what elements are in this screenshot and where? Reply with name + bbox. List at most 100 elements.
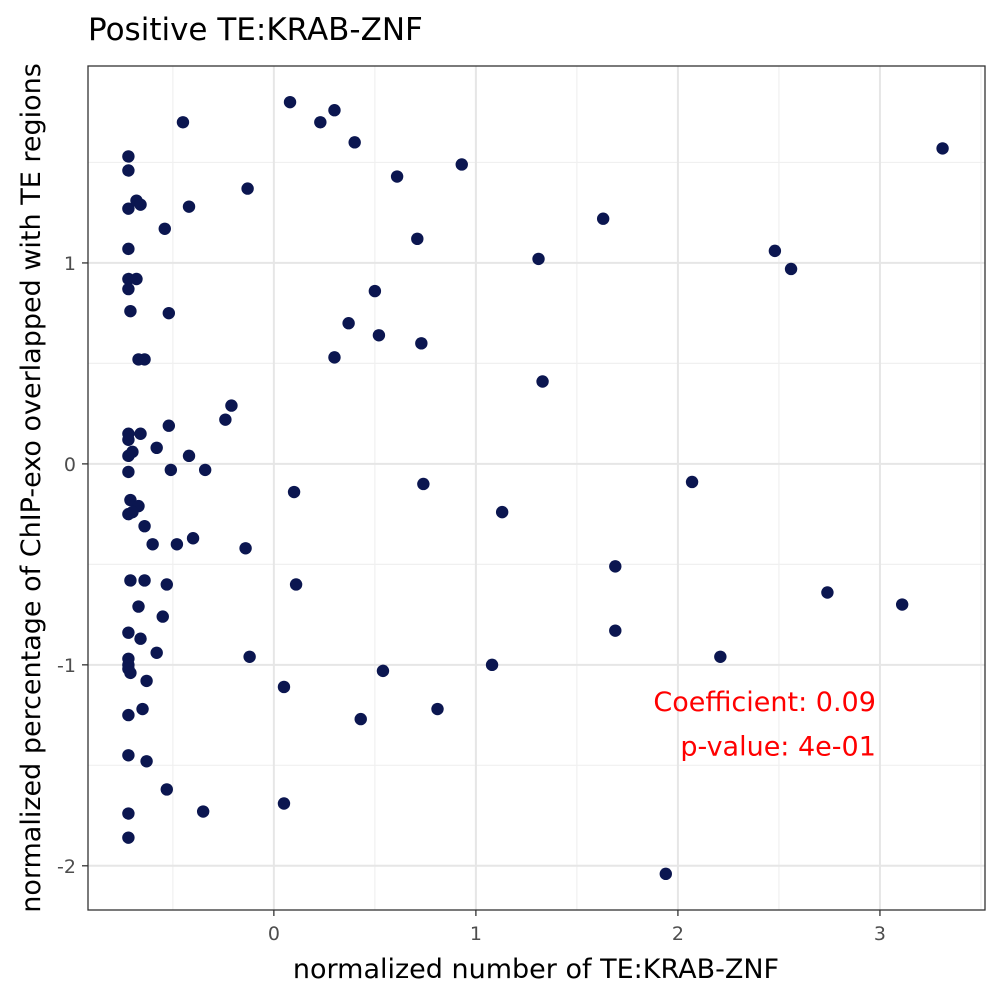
data-point	[431, 702, 444, 716]
minor-gridlines	[88, 66, 985, 910]
data-point	[659, 867, 672, 881]
data-point	[342, 317, 355, 330]
data-point	[158, 222, 171, 235]
data-point	[136, 702, 149, 716]
data-point	[376, 664, 390, 678]
data-point	[368, 284, 382, 298]
x-tick-label: 0	[268, 923, 280, 945]
data-point	[196, 805, 210, 818]
data-point	[936, 142, 949, 155]
data-point	[219, 413, 232, 426]
coefficient-label: Coefficient: 0.09	[653, 687, 876, 718]
data-point	[124, 666, 137, 680]
data-point	[198, 463, 212, 477]
data-point	[126, 505, 139, 519]
y-tick-label: -2	[57, 856, 76, 878]
data-point	[150, 441, 163, 455]
data-point	[714, 650, 727, 663]
data-point	[241, 182, 254, 195]
data-point	[160, 578, 173, 591]
data-point	[134, 427, 147, 440]
data-point	[122, 749, 135, 762]
data-point	[150, 646, 163, 659]
data-point	[122, 433, 135, 446]
data-point	[225, 399, 238, 412]
data-point	[122, 626, 135, 639]
data-point	[417, 477, 430, 491]
data-point	[283, 95, 297, 109]
x-tick-label: 1	[470, 923, 482, 945]
data-point	[122, 807, 135, 820]
data-point	[132, 600, 145, 613]
data-point	[821, 586, 834, 599]
data-point	[485, 658, 499, 672]
data-point	[122, 242, 135, 256]
data-point	[164, 463, 178, 477]
x-axis-ticks: 0 1 2 3	[268, 910, 886, 945]
data-point	[348, 136, 361, 149]
y-tick-label: 0	[64, 454, 76, 476]
data-point	[596, 212, 610, 225]
x-tick-label: 2	[672, 923, 684, 945]
major-gridlines	[88, 66, 985, 910]
data-point	[895, 598, 909, 611]
data-point	[186, 532, 200, 545]
data-points	[122, 95, 949, 881]
data-point	[122, 150, 135, 163]
data-point	[124, 574, 137, 587]
data-point	[685, 475, 699, 489]
data-point	[182, 200, 196, 213]
data-point	[140, 755, 153, 768]
data-point	[609, 560, 622, 573]
data-point	[243, 650, 256, 663]
x-tick-label: 3	[874, 923, 886, 945]
y-axis-ticks: -2 -1 0 1	[57, 253, 88, 878]
y-axis-title: normalized percentage of ChIP-exo overla…	[16, 63, 47, 913]
data-point	[532, 252, 545, 266]
data-point	[122, 202, 135, 215]
data-point	[609, 624, 622, 637]
data-point	[122, 164, 135, 177]
data-point	[170, 538, 184, 551]
data-point	[138, 519, 151, 533]
data-point	[124, 304, 137, 318]
data-point	[162, 306, 176, 320]
data-point	[415, 337, 428, 350]
data-point	[122, 282, 135, 296]
data-point	[768, 244, 782, 258]
x-axis-title: normalized number of TE:KRAB-ZNF	[293, 954, 779, 985]
data-point	[182, 449, 196, 463]
data-point	[239, 542, 252, 555]
y-tick-label: -1	[57, 655, 76, 677]
data-point	[354, 712, 367, 726]
data-point	[314, 116, 327, 129]
data-point	[138, 353, 151, 366]
data-point	[411, 232, 424, 246]
data-point	[390, 170, 404, 183]
data-point	[146, 538, 159, 551]
data-point	[289, 578, 303, 591]
data-point	[134, 198, 147, 211]
p-value-label: p-value: 4e-01	[680, 731, 875, 762]
data-point	[130, 272, 143, 286]
data-point	[122, 708, 135, 722]
chart-title: Positive TE:KRAB-ZNF	[88, 12, 423, 48]
data-point	[277, 680, 291, 694]
data-point	[455, 158, 468, 171]
data-point	[784, 262, 798, 276]
data-point	[122, 831, 135, 844]
data-point	[122, 465, 135, 479]
stats-annotation: Coefficient: 0.09 p-value: 4e-01	[653, 687, 876, 762]
data-point	[277, 797, 291, 810]
data-point	[140, 674, 153, 688]
data-point	[134, 632, 147, 645]
data-point	[162, 419, 176, 432]
data-point	[138, 574, 151, 587]
data-point	[156, 610, 169, 623]
data-point	[287, 485, 301, 499]
data-point	[160, 783, 173, 796]
data-point	[328, 104, 341, 117]
data-point	[176, 116, 190, 129]
data-point	[372, 329, 386, 342]
